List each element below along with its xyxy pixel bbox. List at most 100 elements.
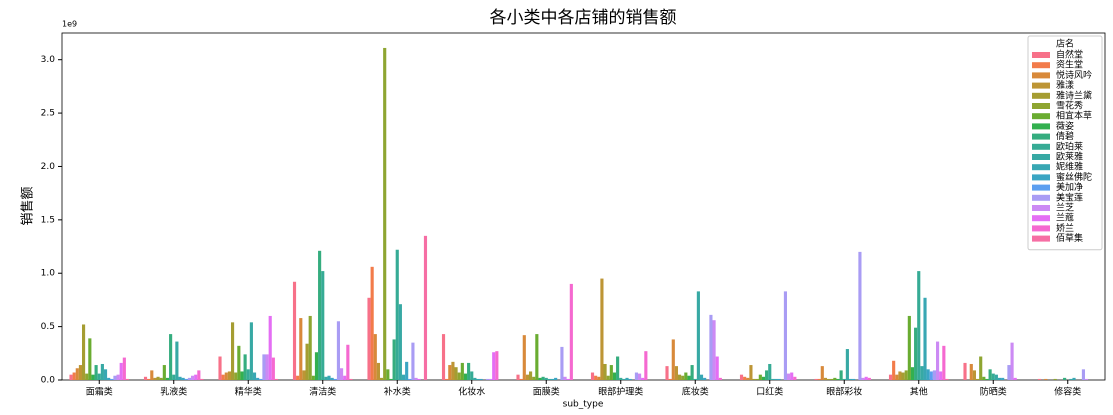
bar [314,352,319,380]
bar [603,363,607,380]
legend-swatch [1032,72,1050,79]
bar [340,368,344,380]
bar [939,371,943,380]
bar [169,334,173,380]
bar [467,362,471,380]
bar [200,378,204,380]
x-tick-label: 口红类 [756,386,783,398]
bar [470,371,474,380]
legend-swatch [1032,92,1050,99]
bar [489,378,493,380]
bar [97,373,101,380]
bar [165,377,170,380]
bar [256,377,260,380]
bar [715,356,719,380]
bar [88,338,92,380]
bar [197,370,201,380]
bar [85,373,89,380]
bar [544,377,548,380]
bar [411,342,415,380]
bar [904,370,908,380]
bar [616,356,620,380]
bar [644,351,648,380]
bar [612,372,617,380]
bar [839,370,843,380]
legend-swatch [1032,205,1050,211]
bar [327,375,331,380]
bar [75,368,79,380]
bar [768,363,772,380]
bar [405,361,409,380]
bar [178,376,182,380]
bar [638,373,642,380]
bar [687,375,691,380]
legend-title: 店名 [1056,38,1074,50]
bar [259,378,263,380]
bar [292,281,297,380]
bar [417,378,421,380]
bar [191,375,195,380]
bar [696,291,700,380]
bar [454,367,458,380]
bar [234,372,238,380]
x-tick-label: 面霜类 [86,386,113,398]
legend-label: 妮维雅 [1056,161,1083,173]
bar [187,377,192,380]
bar [392,339,396,380]
x-tick-label: 修容类 [1054,386,1081,398]
bar [249,322,253,380]
bar [72,372,76,380]
y-tick-label: 1.0 [41,269,56,279]
bar [817,378,821,380]
bar [787,373,791,380]
bar [423,235,428,380]
x-axis-label: sub_type [563,400,604,410]
bar [110,378,114,380]
legend-label: 资生堂 [1056,59,1083,71]
bar [917,271,921,380]
bar [184,378,188,380]
bar [401,374,406,380]
bar [936,341,940,380]
bar [1007,365,1011,380]
bar [994,374,998,380]
bar [538,377,542,380]
bar [441,334,446,380]
bar [590,372,595,380]
bar [296,375,300,380]
bar [600,278,604,380]
bar [739,374,744,380]
bar [69,374,73,380]
bar [305,343,309,380]
bar [113,375,117,380]
bar [367,297,371,380]
bar [408,378,412,380]
bar [1001,377,1005,380]
bar [693,378,697,380]
bar [1063,377,1067,380]
plot-frame [61,32,1106,381]
bar [969,363,973,380]
bar [749,365,753,380]
bar [752,378,756,380]
bar [398,304,402,380]
bar [262,354,266,380]
bar [826,378,831,380]
bar [311,375,315,380]
bar [569,283,573,380]
x-tick-label: 其他 [910,386,928,398]
x-tick-label: 眼部护理类 [598,386,643,398]
bar [519,378,523,380]
bar [237,345,241,380]
legend-swatch [1032,103,1050,109]
bar [625,377,629,380]
bar [554,377,558,380]
legend-swatch [1032,113,1050,120]
bar [892,360,896,380]
legend-swatch [1032,194,1050,201]
bar [861,377,865,380]
bar [622,378,626,380]
bar [743,376,747,380]
bar [907,315,911,380]
